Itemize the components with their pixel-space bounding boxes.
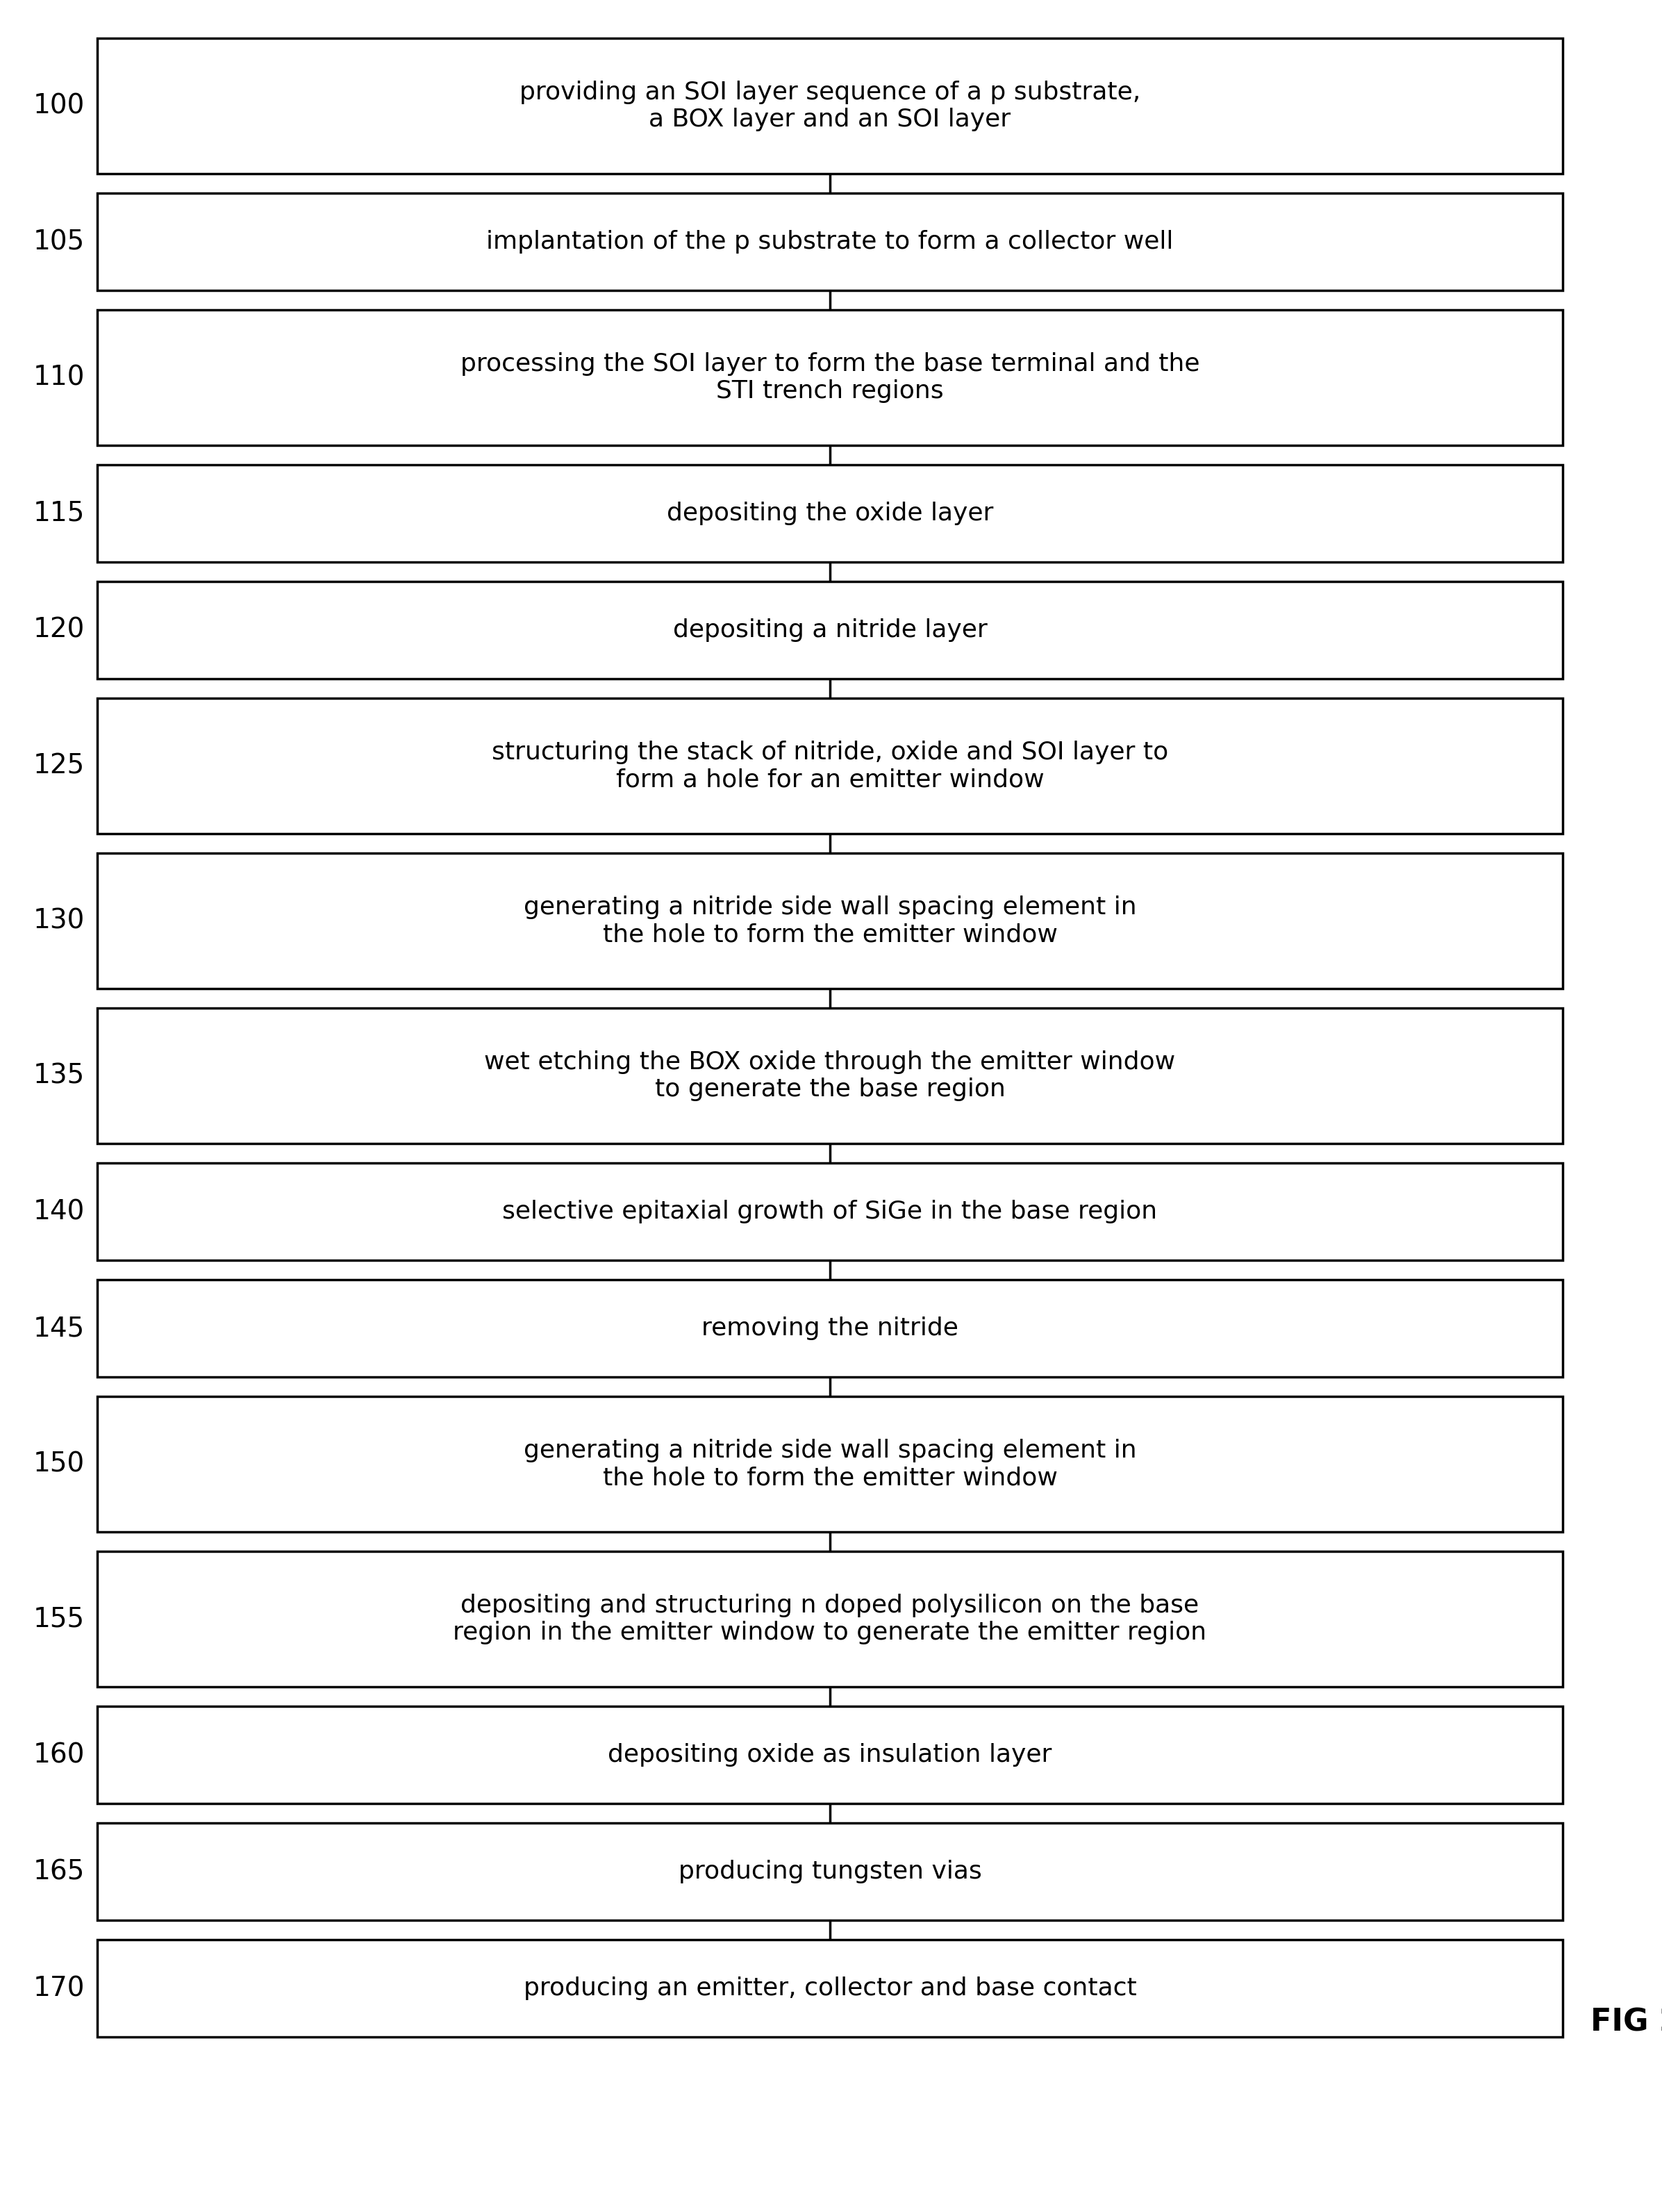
Bar [98,699,1562,834]
Bar [98,854,1562,989]
Text: 135: 135 [33,1062,85,1088]
Text: depositing and structuring n doped polysilicon on the base
region in the emitter: depositing and structuring n doped polys… [454,1593,1207,1644]
Text: depositing oxide as insulation layer: depositing oxide as insulation layer [608,1743,1052,1767]
Bar [98,1164,1562,1261]
Bar [98,1823,1562,1920]
Bar [98,38,1562,175]
Text: 165: 165 [33,1858,85,1885]
Text: structuring the stack of nitride, oxide and SOI layer to
form a hole for an emit: structuring the stack of nitride, oxide … [492,741,1168,792]
Text: depositing the oxide layer: depositing the oxide layer [666,502,994,524]
Text: 105: 105 [33,228,85,254]
Bar [98,1396,1562,1533]
Bar [98,465,1562,562]
Text: 150: 150 [33,1451,85,1478]
Bar [98,582,1562,679]
Text: depositing a nitride layer: depositing a nitride layer [673,619,987,641]
Text: processing the SOI layer to form the base terminal and the
STI trench regions: processing the SOI layer to form the bas… [460,352,1200,403]
Text: 160: 160 [33,1741,85,1767]
Bar [98,1705,1562,1803]
Text: 125: 125 [33,752,85,779]
Text: 115: 115 [33,500,85,526]
Text: producing an emitter, collector and base contact: producing an emitter, collector and base… [524,1978,1137,2000]
Bar [98,1940,1562,2037]
Bar [98,310,1562,445]
Text: 140: 140 [33,1199,85,1225]
Text: 155: 155 [33,1606,85,1632]
Text: generating a nitride side wall spacing element in
the hole to form the emitter w: generating a nitride side wall spacing e… [524,896,1137,947]
Text: implantation of the p substrate to form a collector well: implantation of the p substrate to form … [487,230,1173,254]
Text: FIG 2: FIG 2 [1591,2006,1662,2037]
Text: removing the nitride: removing the nitride [701,1316,959,1340]
Bar [98,1009,1562,1144]
Text: 170: 170 [33,1975,85,2002]
Text: 130: 130 [33,907,85,933]
Text: 110: 110 [33,365,85,392]
Text: producing tungsten vias: producing tungsten vias [678,1860,982,1882]
Text: wet etching the BOX oxide through the emitter window
to generate the base region: wet etching the BOX oxide through the em… [484,1051,1175,1102]
Text: generating a nitride side wall spacing element in
the hole to form the emitter w: generating a nitride side wall spacing e… [524,1438,1137,1489]
Text: 145: 145 [33,1316,85,1340]
Text: selective epitaxial growth of SiGe in the base region: selective epitaxial growth of SiGe in th… [502,1199,1157,1223]
Bar [98,1551,1562,1688]
Text: 100: 100 [33,93,85,119]
Bar [98,1281,1562,1376]
Text: 120: 120 [33,617,85,644]
Text: providing an SOI layer sequence of a p substrate,
a BOX layer and an SOI layer: providing an SOI layer sequence of a p s… [520,80,1140,131]
Bar [98,192,1562,290]
